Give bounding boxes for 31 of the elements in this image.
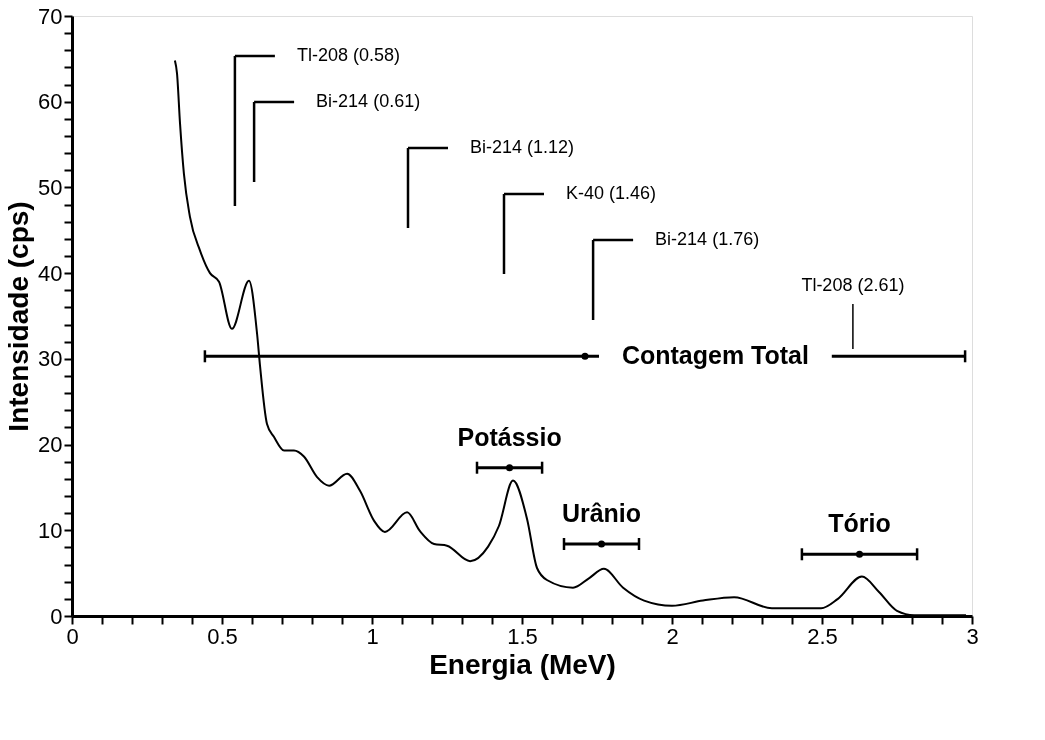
ref-line-label: Bi-214 (1.12) [470, 137, 575, 157]
x-tick-label: 2 [666, 623, 679, 649]
ref-line-label: Tl-208 (2.61) [801, 275, 905, 295]
y-tick-label: 50 [38, 174, 63, 200]
x-tick-label: 1 [366, 623, 379, 649]
point [597, 540, 606, 548]
y-tick-label: 60 [38, 89, 63, 115]
y-tick-label: 0 [50, 603, 63, 629]
y-tick-label: 20 [38, 432, 63, 458]
annotation: Potássio [457, 422, 562, 451]
point [506, 464, 514, 472]
x-tick-label: 2.5 [807, 623, 838, 649]
ref-line-label: K-40 (1.46) [566, 183, 657, 203]
annotation: Contagem Total [621, 341, 809, 370]
y-tick-label: 70 [38, 3, 63, 29]
annotation: Tório [828, 509, 891, 538]
x-tick-label: 3 [966, 623, 979, 649]
y-tick-label: 10 [38, 517, 63, 543]
annotation: Urânio [561, 499, 642, 527]
y-tick-label: 30 [38, 346, 63, 372]
x-tick-label: 1.5 [507, 623, 538, 649]
y-axis-title: Intensidade (cps) [3, 201, 35, 432]
ref-line-label: Bi-214 (1.76) [655, 229, 760, 249]
point [581, 352, 589, 360]
y-tick-label: 40 [38, 260, 63, 286]
point [855, 550, 864, 558]
x-axis-title: Energia (MeV) [429, 648, 616, 680]
x-tick-label: 0 [66, 623, 79, 649]
ref-line-label: Tl-208 (0.58) [296, 45, 400, 65]
ref-line-label: Bi-214 (0.61) [316, 91, 421, 111]
x-tick-label: 0.5 [207, 623, 238, 649]
